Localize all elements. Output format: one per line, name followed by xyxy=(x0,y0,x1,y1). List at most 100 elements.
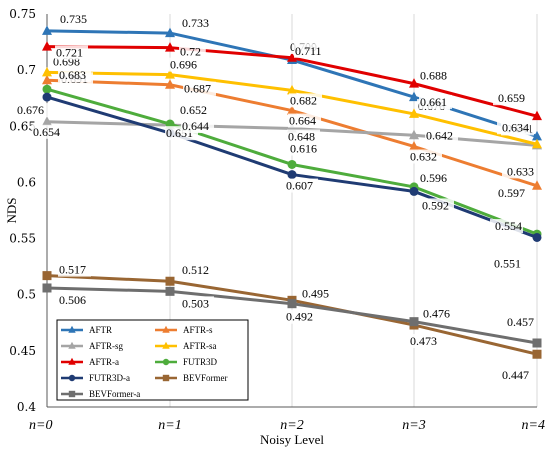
data-label: 0.457 xyxy=(507,315,534,329)
y-tick-labels: 0.4 0.45 0.5 0.55 0.6 0.65 0.7 0.75 xyxy=(9,7,36,414)
legend-swatch-marker xyxy=(68,325,76,333)
legend-swatch-marker xyxy=(162,341,170,349)
data-label: 0.735 xyxy=(60,12,87,26)
data-label-bg xyxy=(502,164,535,179)
legend-item: BEVFormer xyxy=(155,373,228,383)
data-point xyxy=(42,41,52,51)
data-point xyxy=(532,180,542,190)
data-label: 0.648 xyxy=(288,130,315,144)
data-label-bg xyxy=(489,256,522,271)
data-label: 0.512 xyxy=(182,263,209,277)
data-point xyxy=(409,108,419,118)
data-point xyxy=(532,110,542,121)
y-tick-label: 0.7 xyxy=(17,63,36,77)
data-label-bg xyxy=(490,219,523,234)
data-point xyxy=(532,130,542,141)
data-point xyxy=(165,286,175,296)
data-point xyxy=(287,105,297,115)
data-label-bg xyxy=(285,309,318,324)
data-label: 0.721 xyxy=(56,46,83,60)
x-tick-label: n=0 xyxy=(29,418,52,433)
data-label-bg xyxy=(409,334,442,349)
x-axis-title: Noisy Level xyxy=(260,432,324,447)
data-label: 0.654 xyxy=(33,125,60,139)
data-label: 0.551 xyxy=(494,256,521,270)
data-label-bg xyxy=(493,91,526,106)
legend-item: AFTR-sg xyxy=(61,341,124,351)
data-label-bg xyxy=(181,119,214,134)
data-label: 0.733 xyxy=(182,16,209,30)
data-labels: 0.7350.7330.7090.6760.6410.6910.6870.664… xyxy=(16,11,535,383)
data-label-bg xyxy=(179,44,206,59)
data-label: 0.688 xyxy=(420,69,447,83)
y-tick-label: 0.4 xyxy=(17,400,36,414)
data-label: 0.696 xyxy=(170,58,197,72)
y-tick-label: 0.45 xyxy=(9,344,36,358)
data-label-bg xyxy=(289,141,322,156)
data-label: 0.473 xyxy=(410,334,437,348)
data-label-bg xyxy=(287,129,320,144)
data-label: 0.634 xyxy=(502,120,529,134)
x-tick-label: n=3 xyxy=(402,418,425,433)
y-tick-label: 0.5 xyxy=(17,288,36,302)
data-label-bg xyxy=(179,103,212,118)
data-point xyxy=(409,140,419,151)
data-point xyxy=(42,74,52,85)
data-point xyxy=(42,66,52,77)
data-label: 0.659 xyxy=(498,91,525,105)
legend-swatch-marker xyxy=(68,357,76,365)
data-label: 0.676 xyxy=(17,103,44,117)
data-label-bg xyxy=(181,296,214,311)
data-label: 0.616 xyxy=(290,141,317,155)
data-label: 0.687 xyxy=(184,82,211,96)
data-point xyxy=(532,349,542,359)
data-point xyxy=(287,299,297,309)
series-futr3d-a xyxy=(42,92,542,242)
data-point xyxy=(409,317,419,327)
y-tick-label: 0.6 xyxy=(17,175,36,189)
data-label: 0.517 xyxy=(59,263,86,277)
legend-item: FUTR3D xyxy=(155,357,218,367)
data-label-bg xyxy=(497,120,530,135)
data-label: 0.72 xyxy=(180,45,201,59)
data-label: 0.476 xyxy=(423,307,450,321)
legend-swatch-marker xyxy=(162,374,170,382)
legend-label: AFTR xyxy=(89,325,112,335)
series-aftr-sa xyxy=(42,66,542,149)
y-tick-label: 0.55 xyxy=(9,232,36,246)
data-label-bg xyxy=(294,43,327,58)
legend-label: FUTR3D xyxy=(183,357,218,367)
legend-label: FUTR3D-a xyxy=(89,373,130,383)
data-label-bg xyxy=(419,94,452,109)
data-label-bg xyxy=(421,198,454,213)
legend-item: AFTR-a xyxy=(61,357,119,367)
legend-box xyxy=(56,319,249,401)
data-label: 0.597 xyxy=(498,186,525,200)
series-lines xyxy=(42,25,542,359)
data-label: 0.492 xyxy=(286,310,313,324)
data-label: 0.447 xyxy=(502,368,529,382)
data-label: 0.503 xyxy=(182,296,209,310)
data-label: 0.664 xyxy=(289,114,316,128)
data-point xyxy=(165,42,175,52)
data-label-bg xyxy=(493,185,526,200)
data-label-bg xyxy=(289,93,322,108)
y-axis-title: NDS xyxy=(4,197,19,223)
legend-label: BEVFormer-a xyxy=(89,389,140,399)
data-point xyxy=(287,52,297,62)
data-label-bg xyxy=(59,11,92,26)
legend-label: AFTR-s xyxy=(183,325,213,335)
data-label-bg xyxy=(55,45,88,60)
legend-swatch-marker xyxy=(68,374,76,382)
data-label: 0.592 xyxy=(422,198,449,212)
series-bevformer-a xyxy=(42,283,542,348)
data-point xyxy=(409,91,419,102)
y-tick-label: 0.65 xyxy=(9,119,36,133)
data-label-bg xyxy=(285,178,318,193)
legend-swatch-marker xyxy=(162,358,170,366)
data-label: 0.711 xyxy=(295,44,322,58)
x-tick-label: n=2 xyxy=(280,418,303,433)
data-point xyxy=(42,283,52,293)
legend-item: AFTR-sa xyxy=(155,341,217,351)
data-label: 0.632 xyxy=(410,149,437,163)
